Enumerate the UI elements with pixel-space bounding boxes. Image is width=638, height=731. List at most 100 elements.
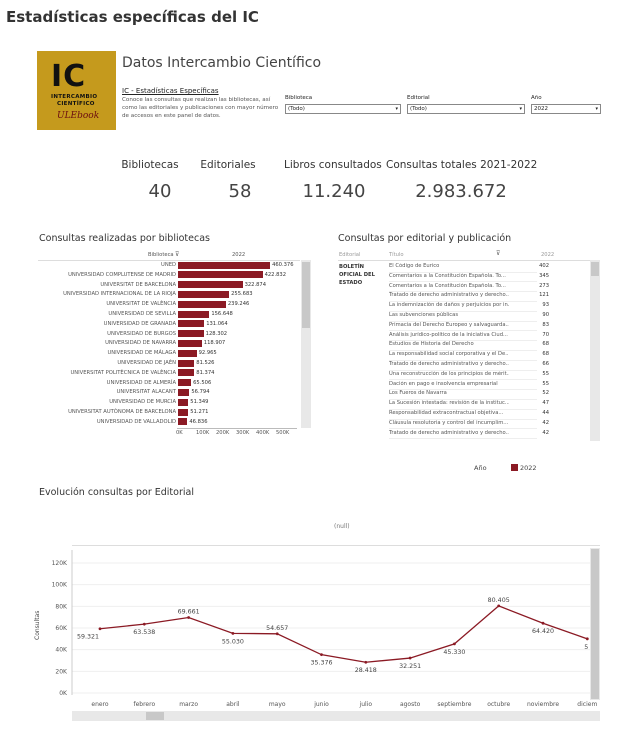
evolution-v-scrollbar-thumb[interactable] (591, 549, 599, 699)
data-point[interactable] (320, 653, 323, 657)
kpi-value-bibliotecas: 40 (148, 181, 172, 202)
library-bar[interactable] (178, 408, 189, 416)
libraries-axis-tick: 500K (276, 430, 290, 436)
library-bar[interactable] (178, 379, 192, 387)
library-bar-value: 92.965 (198, 350, 217, 357)
data-point[interactable] (98, 627, 102, 631)
publication-title: Primacía del Derecho Europeo y salvaguar… (389, 321, 509, 328)
libraries-year-header: 2022 (232, 252, 246, 258)
logo-line2: CIENTÍFICO (57, 101, 95, 107)
libraries-scrollbar-thumb[interactable] (302, 262, 310, 328)
library-row-label: UNIVERSIDAD DE BURGOS (107, 330, 176, 337)
library-row-label: UNIVERSIDAD DE SEVILLA (108, 311, 176, 317)
library-row-label: UNIVERSITAT POLITÈCNICA DE VALÈNCIA (70, 369, 176, 376)
publication-row-divider (389, 438, 537, 440)
legend-item-2022[interactable]: 2022 (520, 464, 537, 472)
library-bar[interactable] (178, 349, 197, 357)
data-point[interactable] (541, 621, 545, 625)
library-bar-value: 131.064 (206, 320, 228, 327)
logo-brand: ULEbook (57, 111, 100, 121)
library-bar[interactable] (178, 300, 226, 308)
data-point[interactable] (142, 622, 146, 626)
filter-icon[interactable]: ⊽ (496, 250, 501, 257)
library-bar[interactable] (178, 271, 263, 279)
publication-row-divider (389, 398, 537, 400)
library-row-label: UNIVERSIDAD DE GRANADA (103, 320, 176, 327)
legend-swatch (511, 464, 518, 471)
library-bar[interactable] (178, 369, 195, 377)
library-bar-value: 81.526 (196, 360, 215, 366)
publication-value: 44 (542, 410, 549, 416)
library-bar[interactable] (178, 320, 205, 328)
publication-row-divider (389, 389, 537, 391)
data-point[interactable] (585, 637, 589, 641)
publication-row-divider (389, 349, 537, 351)
libraries-scrollbar[interactable] (301, 260, 311, 428)
evolution-chart-title: Evolución consultas por Editorial (39, 487, 194, 498)
library-bar-value: 81.374 (196, 369, 215, 376)
library-bar[interactable] (178, 281, 243, 289)
series-line-2022[interactable] (99, 605, 588, 663)
libraries-bar-chart: UNED 460.376 UNIVERSIDAD COMPLUTENSE DE MA… (37, 260, 311, 428)
chevron-down-icon: ▾ (595, 106, 598, 112)
data-label: 35.376 (310, 660, 332, 667)
library-bar[interactable] (178, 398, 189, 406)
publication-title: Tratado de derecho administrativo y dere… (389, 361, 509, 367)
library-bar[interactable] (178, 290, 230, 298)
data-point[interactable] (231, 631, 235, 635)
filter-year-value: 2022 (534, 106, 548, 112)
library-bar[interactable] (178, 330, 204, 338)
y-tick-label: 100K (52, 582, 68, 589)
data-point[interactable] (497, 604, 501, 608)
library-bar[interactable] (178, 261, 271, 269)
publication-row-divider (389, 291, 537, 293)
kpi-label-bibliotecas: Bibliotecas (121, 159, 179, 171)
data-label: 69.661 (178, 609, 200, 616)
data-label: 5 (584, 644, 588, 651)
data-point[interactable] (408, 656, 412, 660)
data-point[interactable] (364, 660, 368, 664)
libraries-header-divider (38, 260, 300, 261)
publications-scrollbar[interactable] (590, 260, 600, 441)
publication-value: 93 (542, 302, 549, 309)
library-row-label: UNIVERSITAT DE VALÈNCIA (106, 301, 176, 308)
library-bar[interactable] (178, 418, 188, 426)
data-point[interactable] (187, 616, 191, 619)
publications-scrollbar-thumb[interactable] (591, 262, 599, 276)
library-bar-value: 255.683 (231, 291, 253, 298)
kpi-label-consultas: Consultas totales 2021-2022 (386, 159, 538, 171)
libraries-axis-ticks: 0K 100K 200K 300K 400K 500K (0, 430, 320, 440)
data-label: 28.418 (355, 667, 377, 674)
library-bar-value: 51.271 (190, 409, 209, 415)
filter-year-select[interactable]: 2022 ▾ (531, 104, 601, 114)
chevron-down-icon: ▾ (519, 106, 522, 112)
library-bar[interactable] (178, 388, 190, 396)
library-bar[interactable] (178, 310, 210, 318)
filter-icon[interactable]: ⊽ (175, 251, 180, 258)
evolution-top-border (72, 545, 600, 546)
filter-biblioteca-select[interactable]: (Todo) ▾ (285, 104, 401, 114)
publication-row-divider (389, 369, 537, 371)
evolution-month-axis: enero febrero marzo abril mayo junio julio agos… (72, 701, 597, 711)
library-bar[interactable] (178, 359, 195, 367)
publications-editorial-name: BOLETÍN OFICIAL DEL ESTADO (339, 264, 375, 286)
data-label: 59.321 (77, 634, 99, 641)
data-point[interactable] (275, 632, 279, 636)
publication-title: Tratado de derecho administrativo y dere… (389, 429, 509, 436)
publications-header-divider (338, 260, 600, 261)
dashboard-link[interactable]: IC - Estadísticas Específicas (122, 87, 219, 95)
data-point[interactable] (453, 642, 456, 646)
publication-row-divider (389, 271, 537, 273)
data-label: 55.030 (222, 638, 244, 645)
library-row-label: UNIVERSIDAD INTERNACIONAL DE LA RIOJA (63, 291, 176, 298)
month-tick-label: mayo (268, 701, 286, 708)
data-label: 54.657 (266, 625, 288, 632)
library-bar[interactable] (178, 339, 202, 347)
evolution-h-scrollbar-thumb[interactable] (146, 712, 164, 720)
publication-row-divider (389, 310, 537, 312)
evolution-h-scrollbar[interactable] (72, 711, 600, 721)
kpi-value-editoriales: 58 (228, 181, 252, 202)
filter-editorial-select[interactable]: (Todo) ▾ (407, 104, 525, 114)
month-tick-label: septiembre (437, 701, 472, 708)
evolution-v-scrollbar[interactable] (590, 548, 600, 700)
